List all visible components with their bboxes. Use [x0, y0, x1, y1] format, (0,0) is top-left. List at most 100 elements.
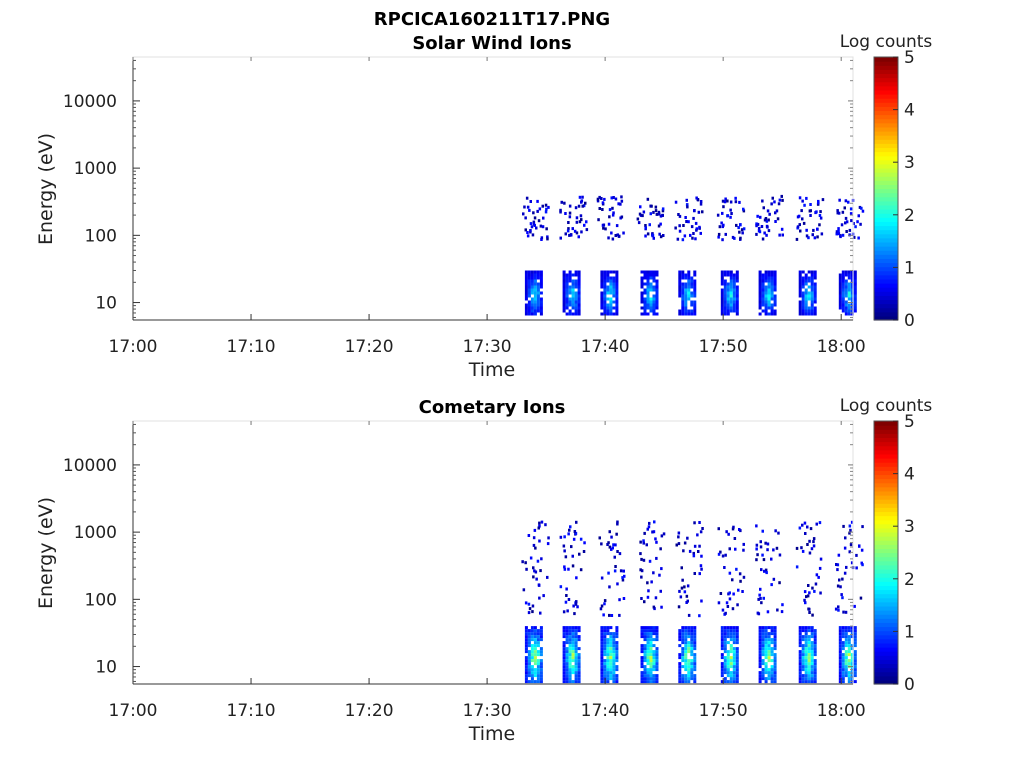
spectrogram-cell [640, 647, 644, 651]
spectrogram-cell [524, 294, 528, 298]
spectrogram-cell [574, 677, 578, 681]
spectrogram-cell [723, 647, 727, 651]
spectrogram-cell [853, 653, 857, 657]
spectrogram-cell [678, 276, 682, 280]
spectrogram-cell [732, 300, 736, 304]
spectrogram-cell [646, 680, 650, 684]
colorbar-frame [873, 420, 899, 685]
spectrogram-cell [571, 638, 575, 642]
spectrogram-cell [646, 595, 650, 599]
spectrogram-cell [723, 279, 727, 283]
spectrogram-cell [607, 571, 610, 575]
spectrogram-cell [603, 632, 607, 636]
spectrogram-cell [598, 207, 601, 210]
spectrogram-cell [807, 294, 811, 298]
spectrogram-cell [640, 300, 644, 304]
colorbar-step [874, 486, 898, 492]
spectrogram-cell [577, 629, 581, 633]
colorbar-step [874, 490, 898, 496]
spectrogram-cell [615, 270, 619, 274]
spectrogram-cell [764, 568, 768, 572]
spectrogram-cell [841, 662, 845, 666]
spectrogram-cell [684, 647, 688, 651]
spectrogram-cell [536, 559, 540, 563]
spectrogram-cell [678, 214, 682, 218]
spectrogram-cell [533, 288, 537, 292]
spectrogram-cell [720, 309, 724, 313]
spectrogram-cell [697, 210, 701, 214]
colorbar-tick-label: 3 [904, 153, 915, 173]
spectrogram-cell [609, 306, 613, 310]
spectrogram-cell [646, 303, 650, 307]
spectrogram-cell [652, 632, 656, 636]
spectrogram-cell [532, 220, 536, 224]
spectrogram-cell [726, 282, 730, 286]
spectrogram-cell [755, 224, 758, 228]
spectrogram-cell [773, 297, 777, 301]
spectrogram-cell [804, 273, 808, 277]
spectrogram-cell [694, 221, 698, 225]
spectrogram-cell [844, 632, 848, 636]
spectrogram-cell [562, 273, 566, 277]
spectrogram-cell [568, 668, 572, 672]
spectrogram-cell [813, 288, 817, 292]
spectrogram-cell [798, 656, 802, 660]
spectrogram-cell [693, 656, 697, 660]
spectrogram-cell [574, 300, 578, 304]
spectrogram-cell [524, 671, 528, 675]
spectrogram-cell [847, 270, 851, 274]
spectrogram-cell [527, 312, 531, 316]
spectrogram-cell [803, 598, 806, 602]
spectrogram-cell [577, 297, 581, 301]
spectrogram-cell [836, 209, 839, 213]
spectrogram-cell [835, 232, 838, 236]
spectrogram-cell [773, 641, 777, 645]
spectrogram-cell [530, 297, 534, 301]
spectrogram-cell [761, 282, 765, 286]
spectrogram-cell [721, 554, 725, 558]
spectrogram-cell [530, 653, 534, 657]
spectrogram-cell [737, 226, 740, 230]
spectrogram-cell [612, 677, 616, 681]
spectrogram-cell [527, 644, 531, 648]
spectrogram-cell [655, 285, 659, 289]
spectrogram-cell [600, 656, 604, 660]
spectrogram-cell [683, 541, 687, 545]
spectrogram-cell [739, 236, 742, 240]
spectrogram-cell [853, 279, 857, 283]
spectrogram-cell [764, 656, 768, 660]
spectrogram-cell [610, 614, 614, 617]
spectrogram-cell [770, 288, 774, 292]
spectrogram-cell [810, 300, 814, 304]
spectrogram-cell [573, 612, 576, 616]
spectrogram-cell [741, 231, 744, 235]
spectrogram-cell [740, 228, 744, 232]
spectrogram-cell [764, 635, 768, 639]
spectrogram-cell [735, 632, 739, 636]
spectrogram-cell [767, 303, 771, 307]
spectrogram-cell [562, 635, 566, 639]
spectrogram-cell [577, 294, 581, 298]
spectrogram-cell [612, 680, 616, 684]
spectrogram-cell [693, 209, 696, 213]
spectrogram-cell [607, 222, 611, 226]
spectrogram-cell [819, 210, 822, 214]
spectrogram-cell [801, 270, 805, 274]
spectrogram-cell [850, 626, 854, 630]
spectrogram-cell [540, 557, 543, 561]
spectrogram-cell [610, 196, 613, 200]
spectrogram-cell [810, 641, 814, 645]
spectrogram-cell [559, 585, 563, 589]
spectrogram-cell [603, 270, 607, 274]
spectrogram-cell [853, 644, 857, 648]
spectrogram-cell [652, 605, 656, 609]
spectrogram-cell [652, 677, 656, 681]
spectrogram-cell [837, 605, 840, 609]
spectrogram-cell [577, 303, 581, 307]
spectrogram-cell [684, 300, 688, 304]
spectrogram-cell [798, 659, 802, 663]
spectrogram-cell [603, 599, 607, 603]
spectrogram-cell [615, 312, 619, 316]
spectrogram-cell [758, 647, 762, 651]
spectrogram-cell [646, 285, 650, 289]
